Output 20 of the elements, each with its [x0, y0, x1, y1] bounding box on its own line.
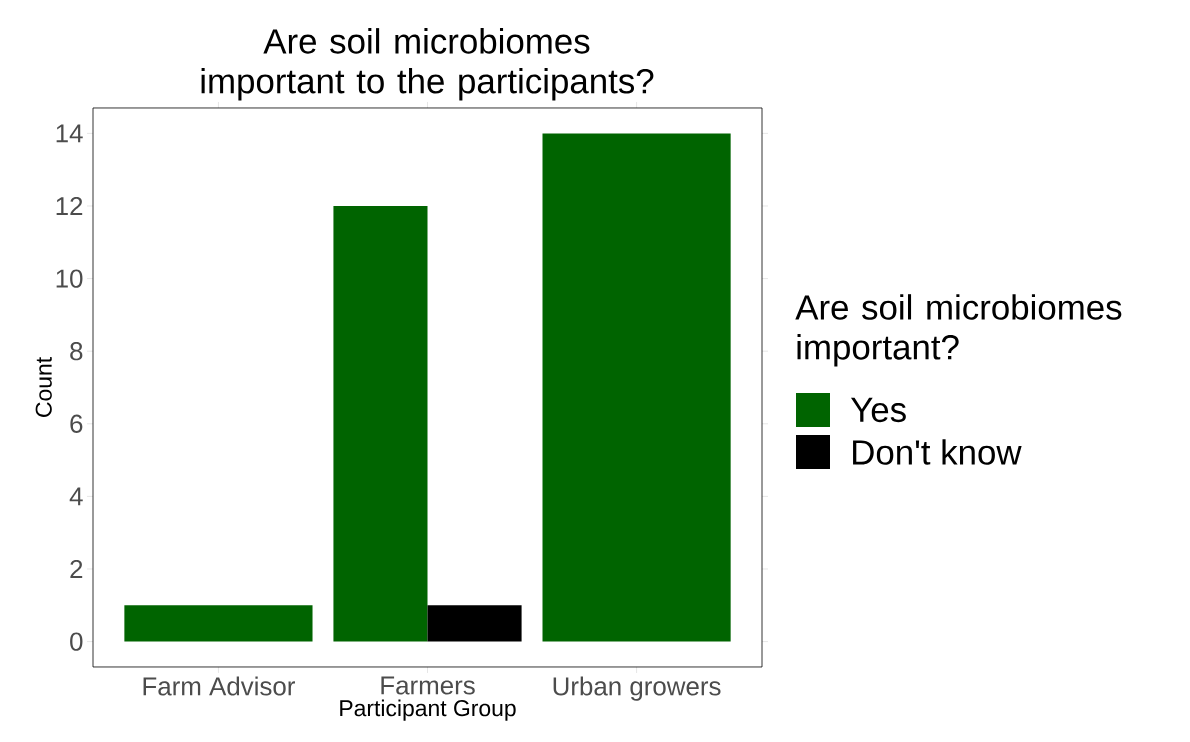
y-tick-label: 2: [70, 559, 83, 579]
y-axis-title: Count: [35, 357, 52, 417]
y-tick-label: 12: [56, 196, 83, 216]
bar: [427, 605, 522, 642]
x-tick-label: Urban growers: [553, 676, 721, 701]
x-tick-label: Farm Advisor: [143, 676, 295, 696]
bar: [542, 133, 731, 642]
x-tick-label: Farmers: [381, 676, 475, 695]
legend-label: Yes: [850, 397, 906, 423]
y-tick-label: 14: [56, 124, 83, 143]
y-tick-label: 6: [70, 414, 83, 433]
y-tick-label: 4: [69, 487, 83, 506]
y-tick-label: 0: [70, 632, 83, 651]
y-tick-label: 8: [70, 342, 83, 361]
bar: [124, 605, 313, 642]
legend-label: Don't know: [853, 439, 1022, 465]
legend-title: Are soil microbiomes important?: [795, 294, 1122, 367]
y-tick-label: 10: [56, 269, 83, 288]
x-axis-title: Participant Group: [340, 699, 516, 721]
chart-title: Are soil microbiomes important to the participants?: [201, 28, 654, 101]
